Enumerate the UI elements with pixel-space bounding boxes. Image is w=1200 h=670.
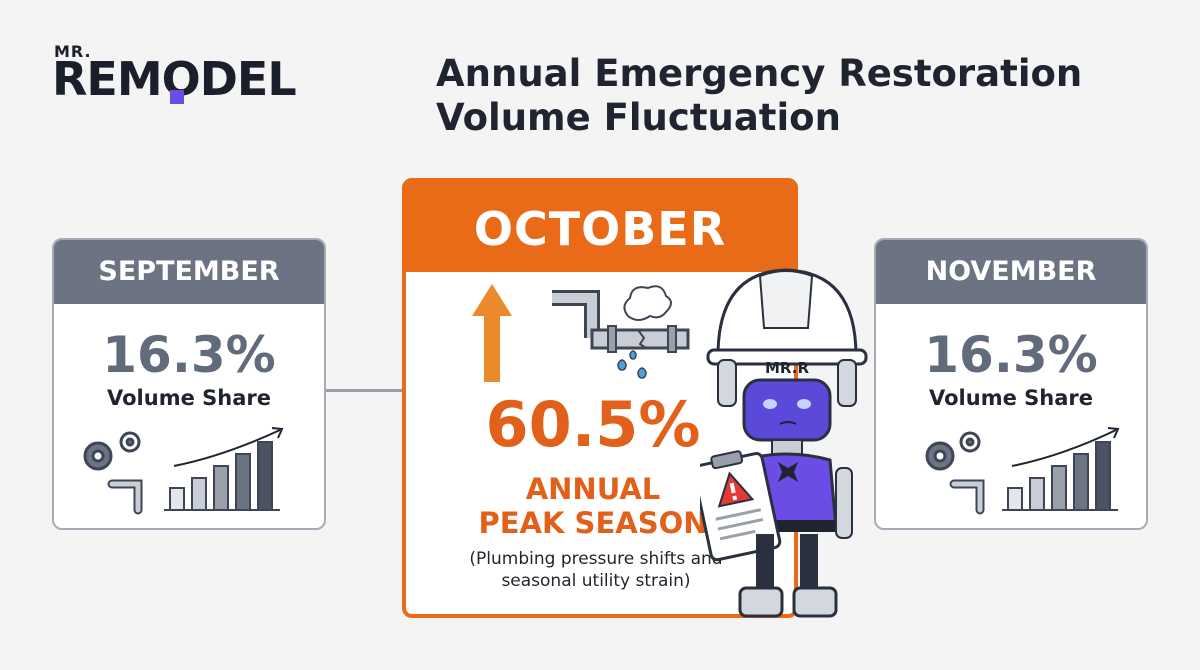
card-label: Volume Share xyxy=(107,386,271,410)
trend-arrow-icon xyxy=(1011,429,1117,467)
bar-chart-icon xyxy=(164,441,280,511)
card-percent: 16.3% xyxy=(924,326,1098,384)
pipe-icon xyxy=(949,479,985,515)
page-title: Annual Emergency Restoration Volume Fluc… xyxy=(436,52,1083,139)
card-month: NOVEMBER xyxy=(876,240,1146,304)
robot-mascot: MR.R xyxy=(700,268,868,618)
warning-icon xyxy=(717,471,755,508)
gear-icon xyxy=(925,431,981,471)
helmet-label: MR.R xyxy=(765,359,809,377)
trend-arrow-icon xyxy=(173,429,281,467)
peak-season-label: ANNUAL PEAK SEASON xyxy=(438,472,748,540)
peak-note: (Plumbing pressure shifts and seasonal u… xyxy=(469,549,723,591)
card-illustration xyxy=(925,427,1120,515)
card-label: Volume Share xyxy=(929,386,1093,410)
card-illustration xyxy=(83,427,284,515)
logo-prefix: MR. xyxy=(54,42,92,61)
card-september: SEPTEMBER 16.3% Volume Share xyxy=(52,238,326,530)
bar-chart-icon xyxy=(1002,441,1118,511)
peak-line-1: ANNUAL xyxy=(525,472,661,506)
gear-icon xyxy=(83,431,141,471)
arrow-up-icon xyxy=(472,284,512,382)
card-percent: 16.3% xyxy=(102,326,276,384)
card-month: OCTOBER xyxy=(406,182,794,272)
card-november: NOVEMBER 16.3% Volume Share xyxy=(874,238,1148,530)
brand-logo: MR. REMODEL xyxy=(52,42,352,112)
card-percent: 60.5% xyxy=(485,388,701,461)
burst-pipe-icon xyxy=(552,285,690,379)
card-month: SEPTEMBER xyxy=(54,240,324,304)
peak-line-2: PEAK SEASON xyxy=(478,506,708,540)
connector-line xyxy=(326,389,408,392)
pipe-icon xyxy=(107,479,143,515)
logo-house-icon xyxy=(170,90,184,104)
warning-clipboard xyxy=(700,450,782,562)
